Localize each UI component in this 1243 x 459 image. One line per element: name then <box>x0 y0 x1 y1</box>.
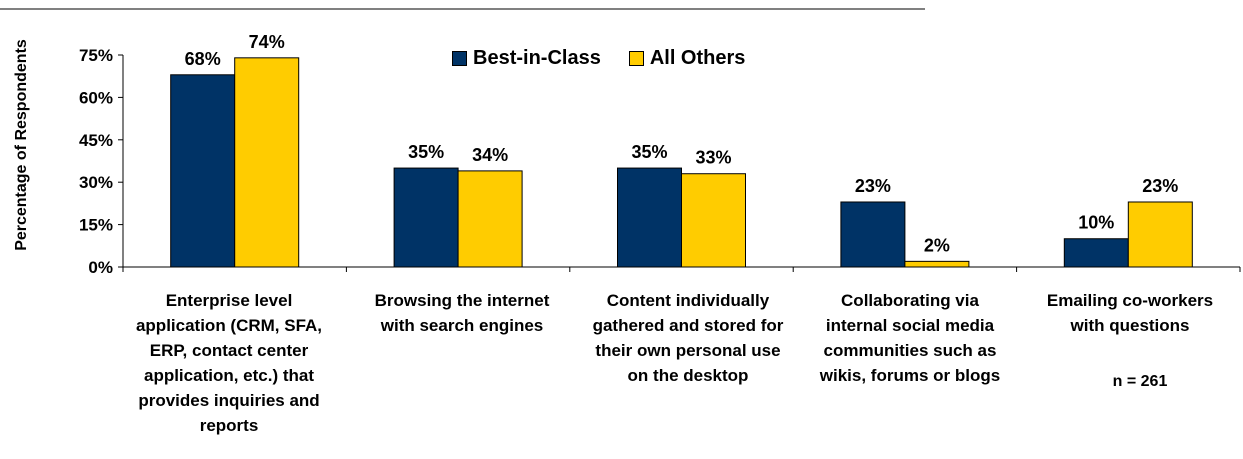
legend-swatch-all-others <box>628 51 644 66</box>
data-label: 2% <box>924 235 950 255</box>
data-label: 35% <box>631 142 667 162</box>
bar <box>234 57 300 268</box>
legend-item-all-others: All Others <box>628 47 746 70</box>
legend: Best-in-Class All Others <box>452 47 745 70</box>
bar <box>617 167 682 268</box>
category-label-emailing: Emailing co-workers with questions <box>1046 291 1214 335</box>
bar <box>681 173 746 268</box>
category-label-enterprise: Enterprise level application (CRM, SFA, … <box>135 291 323 435</box>
y-tick-label: 0% <box>88 258 113 277</box>
bar <box>393 167 459 268</box>
legend-label-all-others: All Others <box>649 47 746 69</box>
category-label-content: Content individually gathered and stored… <box>592 291 784 385</box>
bar <box>1127 201 1193 268</box>
y-tick-label: 30% <box>79 173 113 192</box>
y-tick-label: 60% <box>79 88 113 107</box>
y-tick-label: 45% <box>79 131 113 150</box>
y-tick-label: 75% <box>79 46 113 65</box>
legend-label-best-in-class: Best-in-Class <box>473 47 601 69</box>
bar <box>170 74 236 268</box>
y-tick-label: 15% <box>79 216 113 235</box>
bar <box>457 170 523 268</box>
data-label: 23% <box>1142 176 1178 196</box>
category-label-collaborating: Collaborating via internal social media … <box>819 291 1001 385</box>
legend-swatch-best-in-class <box>452 51 467 66</box>
sample-size-note: n = 261 <box>1112 373 1168 390</box>
data-label: 35% <box>408 142 444 162</box>
data-label: 23% <box>855 176 891 196</box>
bar <box>840 201 906 268</box>
category-label-browsing: Browsing the internet with search engine… <box>374 291 550 335</box>
data-label: 10% <box>1078 213 1114 233</box>
legend-item-best-in-class: Best-in-Class <box>452 47 601 70</box>
data-label: 33% <box>695 148 731 168</box>
y-axis-title: Percentage of Respondents <box>13 39 31 251</box>
data-label: 74% <box>249 32 285 52</box>
bar <box>904 260 970 268</box>
data-label: 34% <box>472 145 508 165</box>
bar <box>1063 238 1129 268</box>
data-label: 68% <box>185 49 221 69</box>
